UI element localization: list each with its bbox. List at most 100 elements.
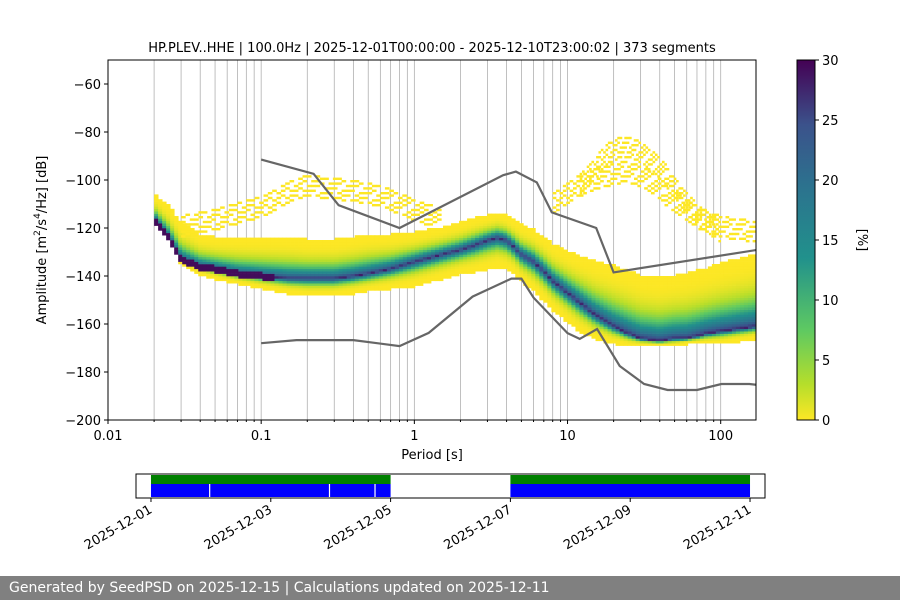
pdf-cell <box>362 259 368 262</box>
pdf-cell <box>455 261 460 265</box>
pdf-cell <box>278 264 283 267</box>
pdf-cell <box>326 244 332 248</box>
pdf-cell <box>182 232 187 236</box>
pdf-cell-sparse <box>598 170 602 173</box>
pdf-cell <box>731 336 737 339</box>
pdf-cell <box>743 309 749 313</box>
pdf-cell <box>174 244 179 248</box>
pdf-cell <box>471 232 476 236</box>
pdf-cell <box>354 235 360 238</box>
pdf-cell <box>386 280 392 284</box>
pdf-cell <box>471 266 476 270</box>
pdf-cell <box>447 276 452 279</box>
pdf-cell <box>571 304 576 308</box>
pdf-cell <box>667 276 673 279</box>
pdf-cell-sparse <box>695 220 699 224</box>
pdf-cell <box>615 290 620 294</box>
pdf-cell <box>579 297 584 301</box>
pdf-cell <box>719 304 725 308</box>
pdf-cell <box>278 237 283 241</box>
pdf-cell <box>306 264 311 267</box>
pdf-cell <box>154 220 159 224</box>
pdf-cell-sparse <box>363 187 368 190</box>
pdf-cell <box>326 290 332 294</box>
pdf-cell-sparse <box>406 216 412 219</box>
pdf-cell <box>294 285 299 289</box>
pdf-cell <box>499 213 504 217</box>
pdf-cell <box>382 261 388 265</box>
pdf-cell <box>607 314 612 318</box>
pdf-cell <box>671 314 677 318</box>
pdf-cell <box>619 285 624 289</box>
pdf-cell-sparse <box>708 218 712 221</box>
pdf-cell <box>699 300 705 303</box>
pdf-cell-sparse <box>627 175 631 178</box>
pdf-cell <box>703 292 709 296</box>
pdf-cell <box>595 331 600 334</box>
pdf-cell <box>671 331 677 334</box>
pdf-cell <box>743 276 749 279</box>
pdf-cell-sparse <box>185 213 191 216</box>
pdf-cell <box>691 288 697 291</box>
pdf-cell <box>659 292 665 296</box>
pdf-cell-sparse <box>661 194 665 197</box>
pdf-cell <box>527 256 532 260</box>
pdf-cell <box>314 276 320 279</box>
pdf-cell-sparse <box>657 196 662 200</box>
pdf-cell <box>270 285 275 289</box>
pdf-cell <box>495 220 500 224</box>
pdf-cell <box>358 252 364 255</box>
pdf-cell-sparse <box>657 156 660 159</box>
pdf-cell <box>691 278 697 282</box>
pdf-cell <box>430 228 436 231</box>
pdf-cell-sparse <box>654 158 658 161</box>
pdf-cell <box>559 271 564 274</box>
pdf-cell <box>362 278 368 282</box>
pdf-cell <box>290 290 295 294</box>
pdf-cell-sparse <box>596 165 599 168</box>
colorbar-tick-label: 5 <box>822 354 830 369</box>
pdf-cell <box>731 309 737 313</box>
pdf-cell <box>647 333 653 337</box>
pdf-cell <box>579 300 584 303</box>
pdf-cell <box>410 283 416 286</box>
pdf-cell <box>623 288 628 291</box>
pdf-cell <box>382 252 388 255</box>
pdf-cell <box>422 266 428 270</box>
pdf-cell <box>571 254 576 258</box>
pdf-cell <box>278 266 283 270</box>
pdf-cell <box>338 273 344 277</box>
pdf-cell <box>463 247 468 250</box>
pdf-cell <box>455 252 460 255</box>
pdf-cell <box>390 232 396 236</box>
pdf-cell <box>719 292 725 296</box>
pdf-cell <box>595 333 600 337</box>
pdf-cell <box>487 225 492 229</box>
pdf-cell <box>603 273 608 277</box>
pdf-cell <box>567 319 572 322</box>
pdf-cell <box>631 300 637 303</box>
pdf-cell <box>595 297 600 301</box>
pdf-cell <box>178 252 183 255</box>
pdf-cell <box>527 278 532 282</box>
pdf-cell <box>611 336 616 339</box>
pdf-cell <box>362 288 368 291</box>
pdf-cell <box>663 295 669 298</box>
pdf-cell <box>366 252 372 255</box>
pdf-cell-sparse <box>428 204 433 207</box>
pdf-cell <box>451 259 456 262</box>
pdf-cell <box>679 307 685 310</box>
pdf-cell <box>258 244 263 248</box>
pdf-cell <box>627 324 633 327</box>
pdf-cell <box>539 295 544 298</box>
pdf-cell <box>695 285 701 289</box>
pdf-cell <box>467 242 472 246</box>
pdf-cell <box>422 271 428 274</box>
pdf-cell <box>455 235 460 238</box>
pdf-cell <box>627 271 633 274</box>
pdf-cell <box>631 285 637 289</box>
pdf-cell <box>451 230 456 234</box>
pdf-cell <box>695 316 701 320</box>
pdf-cell <box>422 261 428 265</box>
pdf-cell <box>691 302 697 306</box>
